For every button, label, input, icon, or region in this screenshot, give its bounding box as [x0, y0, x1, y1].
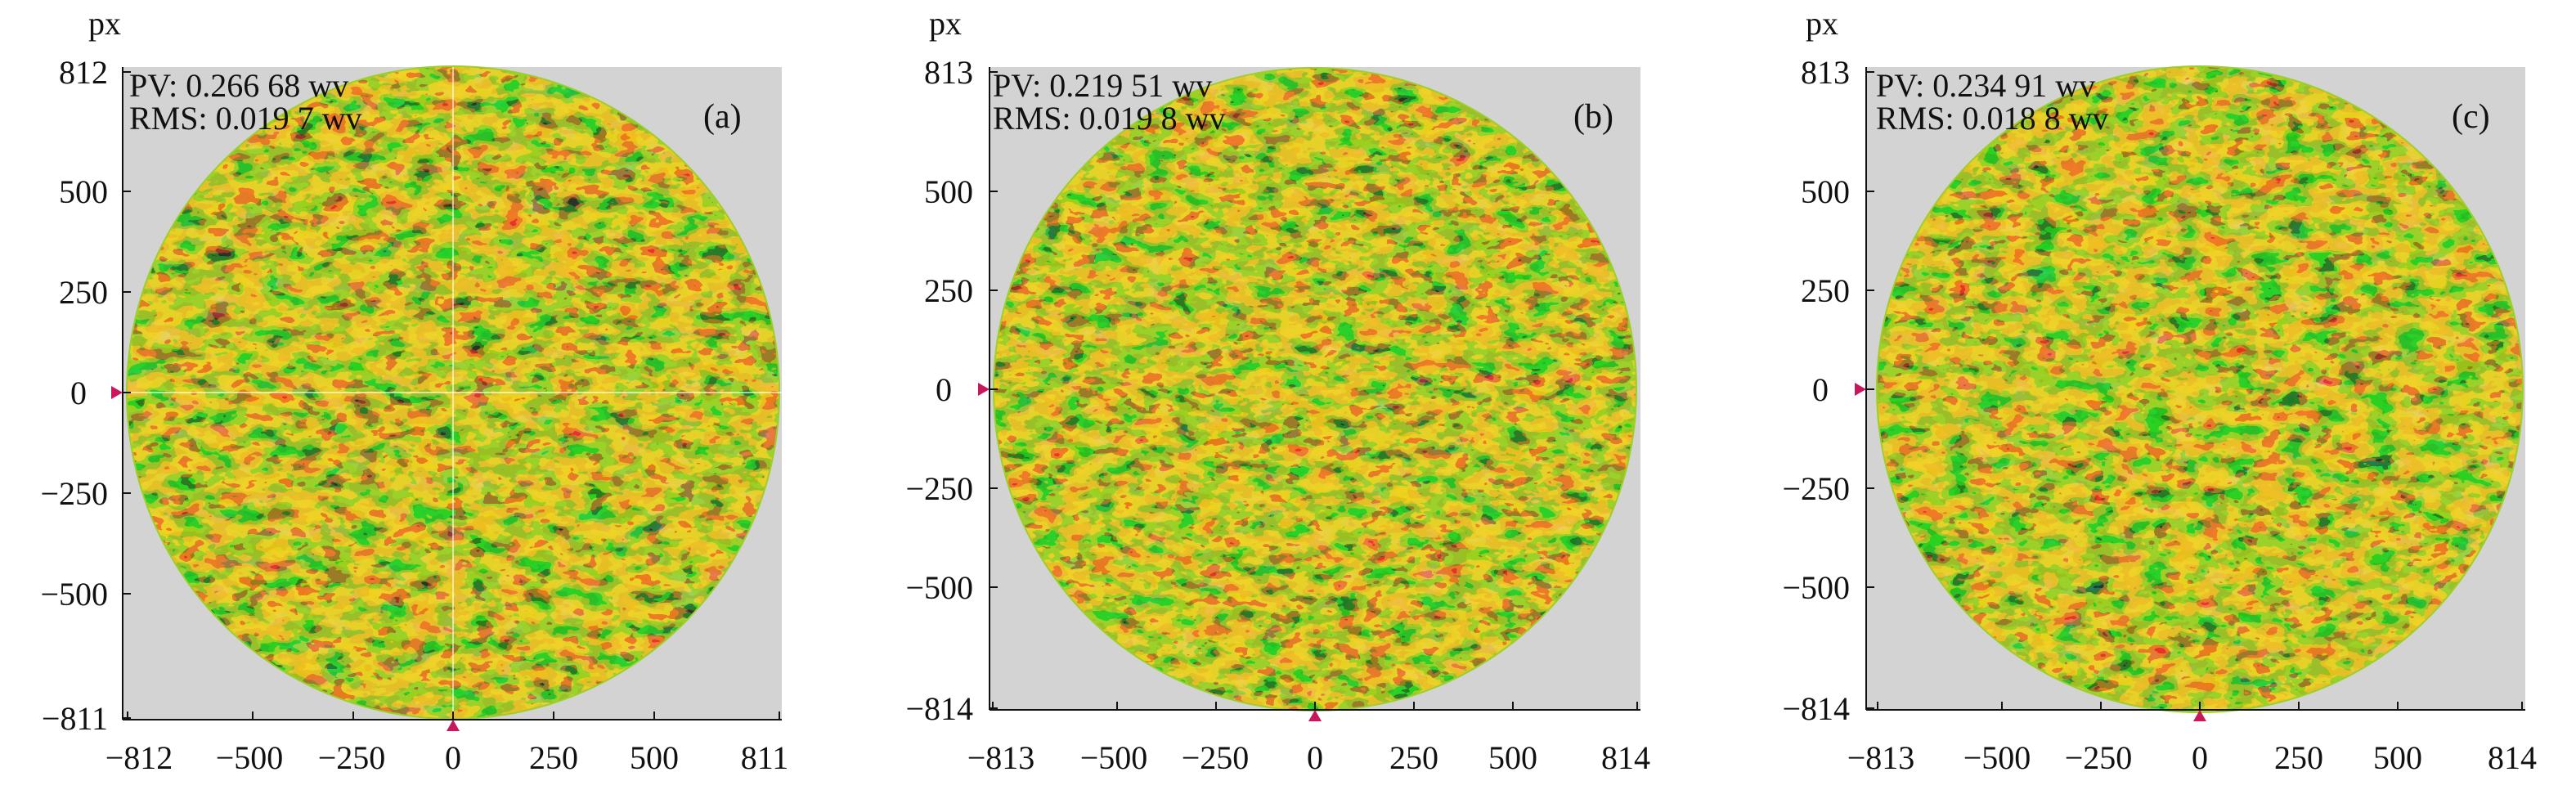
x-tick-labels: −813 −500 −250 0 250 500 814: [967, 739, 1650, 776]
left-marker: [1855, 383, 1866, 396]
y-tick-label: 0: [70, 375, 87, 411]
y-tick-label: −250: [40, 475, 108, 512]
x-tick-label: 811: [741, 739, 789, 776]
y-tick-labels: 813 500 250 0 −250 −500 −814: [905, 54, 973, 727]
pv-readout: PV: 0.266 68 wv: [129, 67, 348, 104]
x-tick-label: −812: [105, 739, 173, 776]
x-ticks: [1877, 702, 2523, 710]
rms-readout: RMS: 0.019 8 wv: [993, 100, 1226, 137]
bottom-marker: [2193, 710, 2206, 721]
y-tick-label: 0: [936, 371, 952, 408]
x-tick-label: 0: [2192, 739, 2208, 776]
pv-readout: PV: 0.219 51 wv: [993, 67, 1212, 104]
x-ticks: [127, 711, 780, 720]
panel-b: px 813 500 250 0 −250 −500 −814: [905, 5, 1650, 776]
x-tick-label: −250: [1182, 739, 1250, 776]
left-marker: [111, 386, 123, 399]
left-marker: [978, 383, 990, 396]
map-disk: [993, 67, 1637, 711]
x-tick-label: −250: [318, 739, 386, 776]
y-unit-label: px: [88, 5, 121, 42]
x-tick-label: 500: [2373, 739, 2422, 776]
x-tick-label: −813: [967, 739, 1035, 776]
y-ticks: [1866, 71, 1874, 709]
y-tick-label: −811: [42, 700, 108, 737]
x-tick-label: 0: [445, 739, 461, 776]
y-tick-label: 500: [924, 173, 973, 210]
rms-readout: RMS: 0.018 8 wv: [1876, 100, 2109, 137]
y-tick-label: −250: [1782, 470, 1850, 507]
rms-readout: RMS: 0.019 7 wv: [129, 100, 362, 137]
panel-c: px 813 500 250 0 −250 −500 −814: [1782, 5, 2537, 776]
panel-tag: (a): [703, 98, 742, 136]
x-tick-label: 500: [630, 739, 679, 776]
y-tick-label: 0: [1812, 371, 1829, 408]
y-tick-label: −250: [905, 470, 973, 507]
x-tick-label: −813: [1847, 739, 1915, 776]
panel-tag: (b): [1573, 98, 1613, 136]
y-tick-label: −814: [1782, 690, 1850, 727]
y-unit-label: px: [1806, 5, 1838, 42]
x-tick-label: −500: [1963, 739, 2031, 776]
x-tick-label: −500: [216, 739, 284, 776]
y-tick-label: 500: [1801, 173, 1850, 210]
y-tick-label: −500: [905, 569, 973, 606]
y-tick-label: 250: [924, 272, 973, 309]
y-tick-label: 250: [1801, 272, 1850, 309]
x-tick-label: −500: [1080, 739, 1148, 776]
x-tick-label: 250: [529, 739, 578, 776]
x-tick-label: 0: [1307, 739, 1323, 776]
x-tick-label: 814: [1601, 739, 1650, 776]
x-ticks: [992, 702, 1638, 710]
bottom-marker: [447, 720, 460, 731]
y-tick-label: −500: [40, 576, 108, 613]
x-tick-labels: −813 −500 −250 0 250 500 814: [1847, 739, 2537, 776]
y-tick-label: 813: [924, 54, 973, 91]
y-tick-label: 250: [59, 274, 108, 311]
x-tick-label: 250: [2274, 739, 2323, 776]
x-tick-label: −250: [2065, 739, 2133, 776]
bottom-marker: [1308, 710, 1322, 721]
y-tick-label: 500: [59, 173, 108, 210]
x-tick-label: 250: [1389, 739, 1438, 776]
y-tick-label: −814: [905, 690, 973, 727]
y-tick-label: 813: [1801, 54, 1850, 91]
y-tick-label: −500: [1782, 569, 1850, 606]
x-tick-labels: −812 −500 −250 0 250 500 811: [105, 739, 789, 776]
pv-readout: PV: 0.234 91 wv: [1876, 67, 2095, 104]
x-tick-label: 814: [2488, 739, 2537, 776]
panel-tag: (c): [2452, 98, 2490, 136]
panel-a: px 812 500 250 0 −250 −500 −: [40, 5, 788, 776]
y-tick-labels: 812 500 250 0 −250 −500 −811: [40, 54, 108, 737]
y-unit-label: px: [929, 5, 962, 42]
map-disk: [1876, 65, 2524, 713]
y-tick-label: 812: [59, 54, 108, 91]
y-tick-labels: 813 500 250 0 −250 −500 −814: [1782, 54, 1850, 727]
x-tick-label: 500: [1488, 739, 1537, 776]
